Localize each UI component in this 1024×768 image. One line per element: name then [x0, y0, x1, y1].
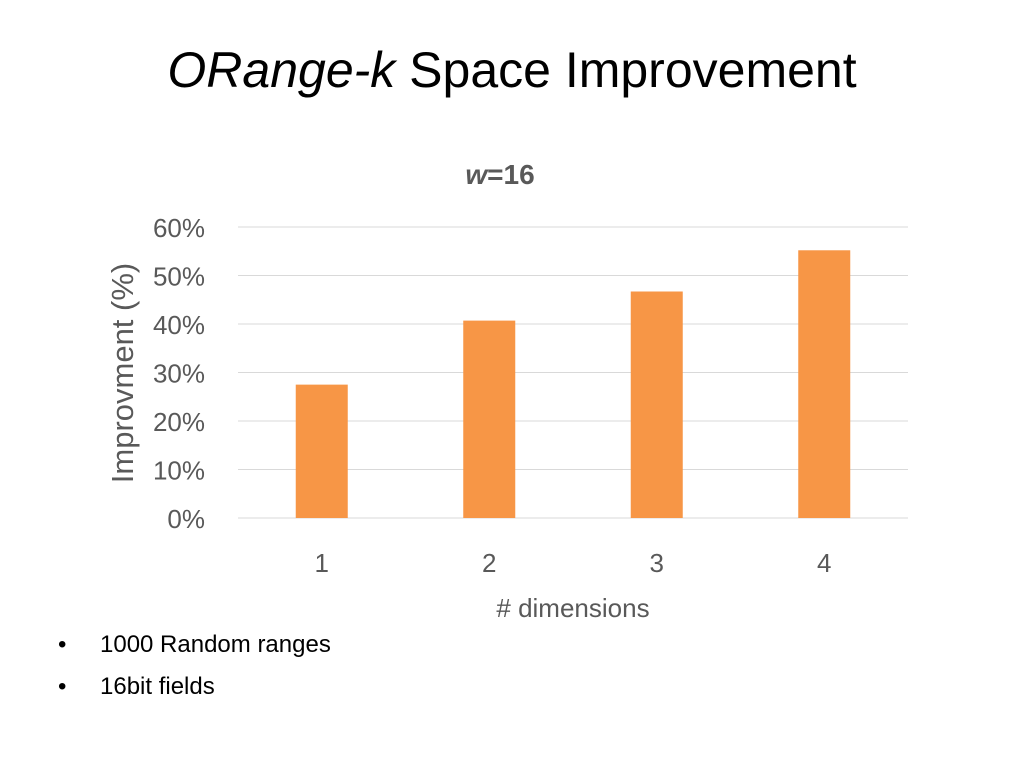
y-axis-label: Improvment (%)	[105, 263, 140, 483]
chart-title: w=16	[465, 159, 534, 190]
bullet-text: 1000 Random ranges	[100, 631, 331, 658]
bullet-icon: •	[58, 673, 67, 700]
bars	[295, 250, 851, 518]
bar-chart: w=16 0% 10% 20% 30% 40% 50% 60% 1 2 3 4 # dimensi…	[105, 159, 908, 623]
slide-title-italic: ORange-k	[167, 42, 396, 98]
bullet-item: • 16bit fields	[58, 666, 331, 708]
y-tick-label: 60%	[153, 213, 205, 243]
x-axis-label: # dimensions	[496, 593, 649, 623]
y-tick-label: 50%	[153, 262, 205, 292]
y-tick-label: 40%	[153, 310, 205, 340]
bar	[295, 384, 348, 518]
bullet-list: • 1000 Random ranges • 16bit fields	[58, 624, 331, 708]
slide-title-rest: Space Improvement	[395, 42, 857, 98]
gridlines	[238, 226, 908, 519]
x-tick-labels: 1 2 3 4	[315, 548, 832, 578]
y-tick-label: 10%	[153, 456, 205, 486]
bar	[798, 250, 851, 518]
bar	[463, 320, 516, 518]
x-tick-label: 2	[482, 548, 496, 578]
bar	[630, 291, 683, 518]
y-tick-label: 30%	[153, 359, 205, 389]
chart-title-italic: w	[465, 159, 489, 190]
y-tick-label: 20%	[153, 407, 205, 437]
y-tick-labels: 0% 10% 20% 30% 40% 50% 60%	[153, 213, 205, 534]
bullet-icon: •	[58, 631, 67, 658]
bar-chart-svg: w=16 0% 10% 20% 30% 40% 50% 60% 1 2 3 4 # dimensi…	[105, 159, 908, 623]
x-tick-label: 4	[817, 548, 831, 578]
x-tick-label: 1	[315, 548, 329, 578]
x-tick-label: 3	[650, 548, 664, 578]
bullet-text: 16bit fields	[100, 673, 215, 700]
bullet-item: • 1000 Random ranges	[58, 624, 331, 666]
chart-title-rest: =16	[487, 159, 535, 190]
y-tick-label: 0%	[167, 504, 205, 534]
slide-title: ORange-k Space Improvement	[0, 38, 1024, 102]
